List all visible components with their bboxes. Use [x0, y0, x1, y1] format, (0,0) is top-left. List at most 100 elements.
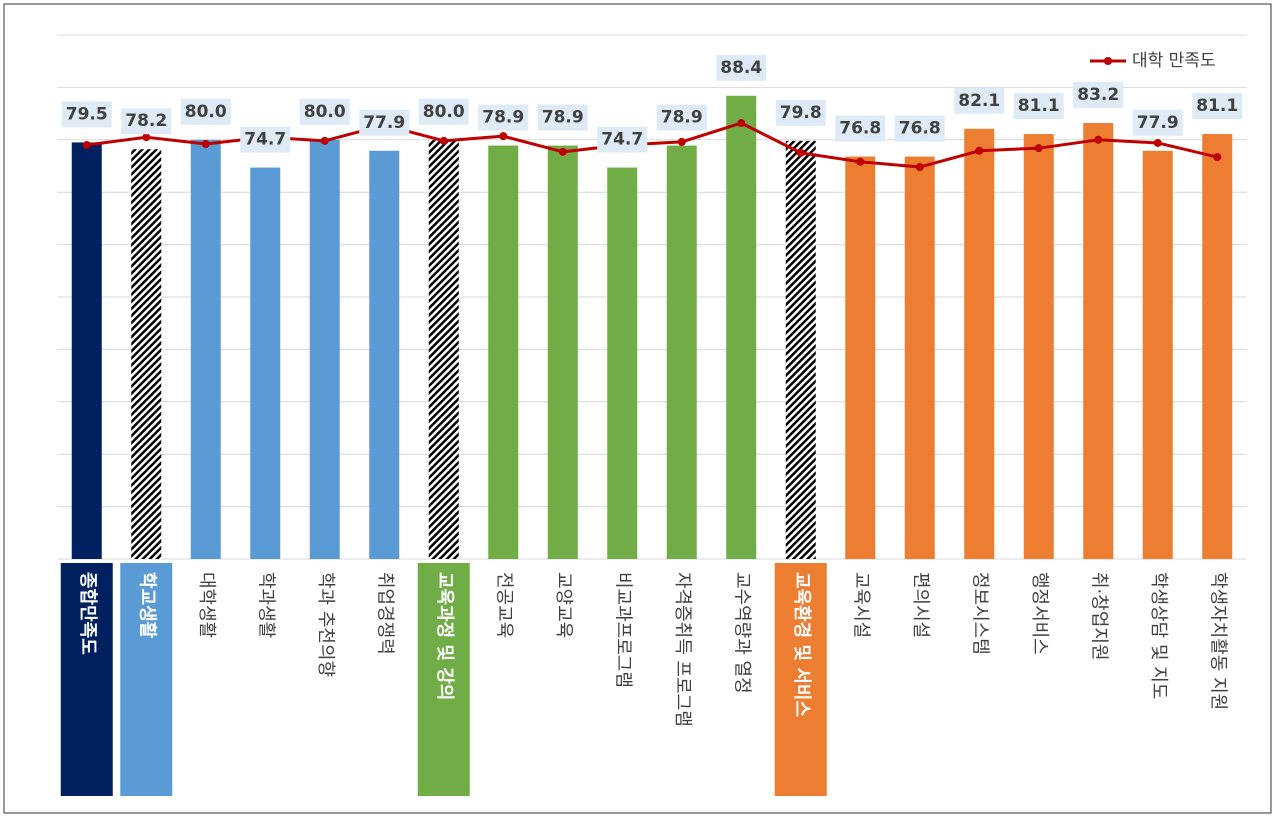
- value-label-box: [1013, 93, 1064, 120]
- category-label-group: 전공교육: [493, 572, 514, 638]
- legend-label: 대학 만족도: [1132, 51, 1216, 71]
- category-highlight: [774, 563, 827, 796]
- line-point: [1213, 153, 1222, 162]
- legend-marker: [1104, 57, 1112, 65]
- x-tick-label: 비교과프로그램: [612, 572, 633, 688]
- bar: [131, 149, 162, 559]
- value-label-box: [180, 98, 231, 125]
- bar: [964, 128, 995, 559]
- bar: [369, 150, 400, 559]
- value-label: 76.8: [839, 119, 881, 139]
- value-label-box: [1132, 109, 1183, 136]
- category-label-group: 교수역량과 열정: [731, 572, 752, 694]
- bar: [428, 139, 459, 560]
- category-label-group: 교양교육: [553, 572, 574, 638]
- category-label-group: 교육시설: [850, 572, 871, 638]
- value-label: 83.2: [1077, 85, 1119, 105]
- value-label: 80.0: [423, 102, 465, 122]
- x-tick-label: 교육과정 및 강의: [434, 572, 455, 700]
- line-point: [558, 147, 567, 156]
- line-point: [499, 132, 508, 141]
- category-label-group: 교육과정 및 강의: [434, 572, 455, 700]
- bar: [1202, 134, 1233, 559]
- x-tick-label: 행정서비스: [1029, 572, 1050, 655]
- value-label-box: [299, 98, 350, 125]
- category-highlight: [60, 563, 113, 796]
- line-point: [1094, 135, 1103, 144]
- line-point: [975, 146, 984, 155]
- value-label-box: [1192, 93, 1243, 120]
- bar: [1083, 123, 1114, 560]
- value-label: 81.1: [1018, 96, 1060, 116]
- category-label-group: 취·창업지원: [1088, 572, 1109, 661]
- x-tick-label: 정보시스템: [969, 572, 990, 655]
- value-label-box: [537, 104, 588, 131]
- line-point: [142, 133, 151, 142]
- value-label: 77.9: [363, 113, 405, 133]
- value-label-box: [359, 109, 410, 136]
- value-label: 78.9: [482, 108, 524, 128]
- category-label-group: 학과 추천의향: [315, 572, 336, 677]
- value-label-box: [121, 108, 172, 135]
- value-label: 79.8: [780, 103, 822, 123]
- bar: [1023, 134, 1054, 559]
- value-label-box: [775, 99, 826, 126]
- category-label-group: 교육환경 및 서비스: [791, 572, 813, 717]
- line-point: [320, 136, 329, 145]
- bar: [309, 139, 340, 560]
- line-point: [677, 137, 686, 146]
- category-label-group: 정보시스템: [969, 572, 990, 655]
- x-tick-label: 학생상담 및 지도: [1148, 572, 1169, 699]
- category-label-group: 종합만족도: [77, 572, 99, 655]
- x-tick-label: 학과생활: [255, 572, 276, 638]
- bar: [845, 156, 876, 559]
- x-tick-label: 학교생활: [136, 572, 158, 639]
- category-highlight: [120, 563, 173, 796]
- x-tick-label: 교육시설: [850, 572, 871, 638]
- line-point: [1034, 144, 1043, 153]
- category-label-group: 행정서비스: [1029, 572, 1050, 655]
- value-label-box: [1073, 82, 1124, 109]
- value-label: 77.9: [1137, 113, 1179, 133]
- value-label: 76.8: [899, 119, 941, 139]
- bar: [488, 145, 519, 559]
- value-label: 80.0: [185, 102, 227, 122]
- x-tick-label: 취업경쟁력: [374, 572, 395, 655]
- value-label-box: [61, 101, 112, 128]
- value-label: 78.9: [542, 108, 584, 128]
- bar: [71, 142, 102, 560]
- x-tick-label: 교육환경 및 서비스: [791, 572, 813, 717]
- value-label: 88.4: [720, 58, 762, 78]
- bar: [607, 167, 638, 559]
- value-label: 80.0: [304, 102, 346, 122]
- line-point: [82, 141, 91, 150]
- category-label-group: 학과생활: [255, 572, 276, 638]
- bar: [250, 167, 281, 559]
- x-tick-label: 교양교육: [553, 572, 574, 638]
- value-label: 81.1: [1196, 96, 1238, 116]
- x-tick-label: 학생자치활동 지원: [1207, 572, 1228, 710]
- category-label-group: 자격증취득 프로그램: [672, 572, 693, 727]
- value-label: 79.5: [66, 104, 108, 124]
- x-tick-label: 편의시설: [910, 572, 931, 638]
- x-tick-label: 학과 추천의향: [315, 572, 336, 677]
- category-label-group: 취업경쟁력: [374, 572, 395, 655]
- bar: [1142, 150, 1173, 559]
- x-tick-label: 교수역량과 열정: [731, 572, 752, 694]
- line-point: [796, 148, 805, 157]
- value-label-box: [716, 54, 767, 81]
- value-label: 82.1: [958, 91, 1000, 111]
- x-tick-label: 자격증취득 프로그램: [672, 572, 693, 727]
- value-label-box: [240, 126, 291, 153]
- value-label-box: [835, 115, 886, 142]
- value-label: 74.7: [244, 130, 286, 150]
- line-point: [856, 157, 865, 166]
- category-highlight: [417, 563, 470, 796]
- bar: [190, 139, 221, 560]
- line-point: [1153, 138, 1162, 147]
- category-label-group: 학교생활: [136, 572, 158, 639]
- category-label-group: 편의시설: [910, 572, 931, 638]
- value-label-box: [894, 115, 945, 142]
- line-point: [737, 119, 746, 128]
